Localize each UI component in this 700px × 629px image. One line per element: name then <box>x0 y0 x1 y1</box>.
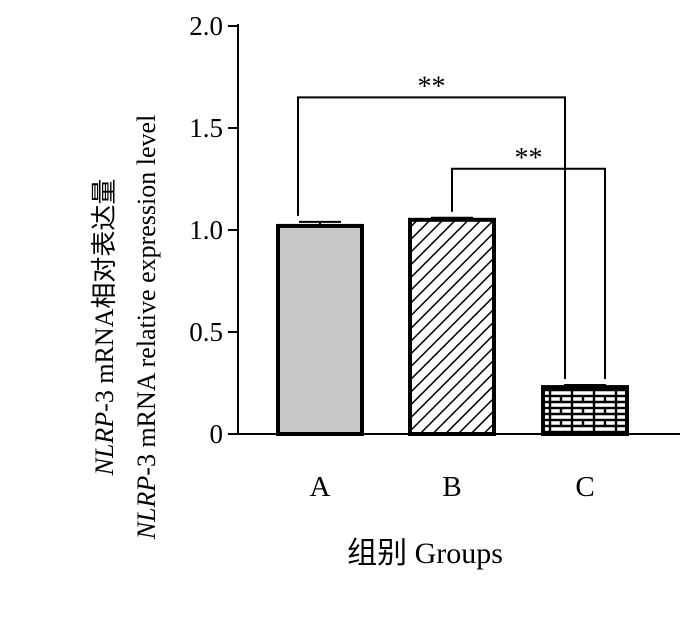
significance-bracket-A-C <box>297 96 566 380</box>
y-axis-title-line2-italic: NLRP <box>132 476 161 541</box>
x-tick-label: B <box>442 471 461 503</box>
y-axis-title-line2-rest: -3 mRNA relative expression level <box>132 115 161 476</box>
y-tick-label: 1.5 <box>189 113 223 143</box>
y-tick-label: 0.5 <box>189 317 223 347</box>
significance-brackets: ** ** <box>297 71 606 380</box>
y-axis-title-line1: NLRP-3 mRNA相对表达量 <box>90 179 119 477</box>
x-ticks: A B C <box>310 471 595 503</box>
y-tick-label: 0 <box>210 419 224 449</box>
significance-label: ** <box>515 143 543 174</box>
significance-bracket-B-C <box>451 167 606 380</box>
y-axis-title-line2: NLRP-3 mRNA relative expression level <box>132 115 161 541</box>
x-tick-label: A <box>310 471 331 503</box>
bars <box>276 217 629 436</box>
significance-label: ** <box>418 71 446 102</box>
x-tick-label: C <box>575 471 594 503</box>
y-axis-title-line1-rest: -3 mRNA相对表达量 <box>90 179 119 412</box>
y-ticks: 0 0.5 1.0 1.5 2.0 <box>189 11 238 449</box>
bar-C <box>541 385 629 436</box>
y-axis-title: NLRP-3 mRNA相对表达量 NLRP-3 mRNA relative ex… <box>90 115 161 541</box>
bar-B <box>408 217 496 436</box>
y-tick-label: 1.0 <box>189 215 223 245</box>
error-bars <box>299 216 606 388</box>
bar-A <box>276 223 364 436</box>
y-tick-label: 2.0 <box>189 11 223 41</box>
y-axis-title-line1-italic: NLRP <box>90 412 119 477</box>
x-axis-title: 组别 Groups <box>347 537 503 570</box>
